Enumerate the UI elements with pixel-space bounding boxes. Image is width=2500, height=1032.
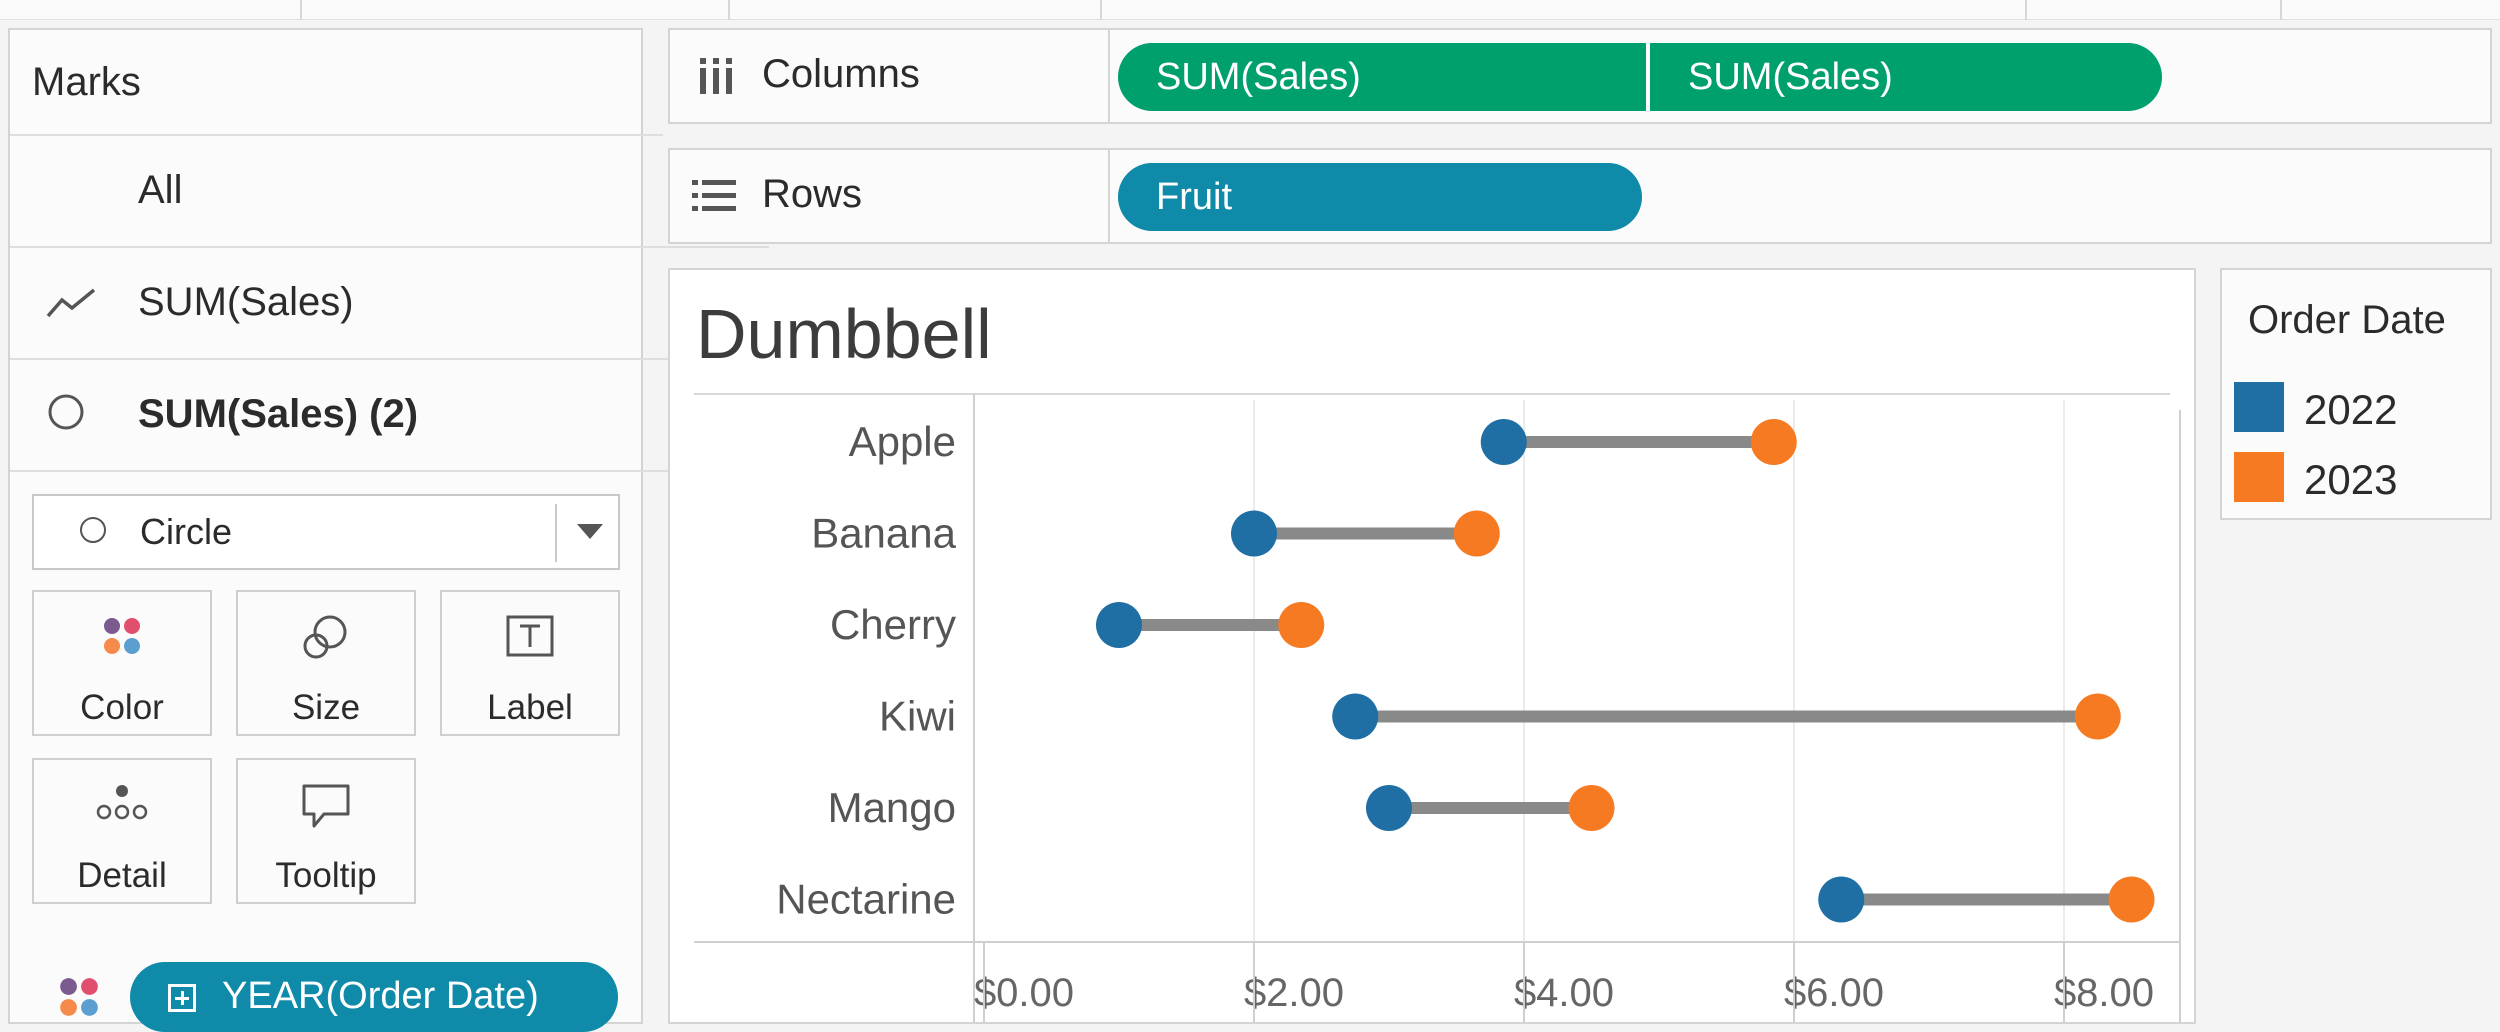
- color-icon: [104, 618, 140, 654]
- row-label-apple: Apple: [849, 418, 956, 465]
- columns-pill-sum-sales-2[interactable]: SUM(Sales): [1650, 43, 2162, 111]
- size-icon: [303, 615, 347, 659]
- x-tick-label: $8.00: [2054, 971, 2154, 1015]
- columns-pill-sum-sales[interactable]: SUM(Sales): [1118, 43, 1646, 111]
- row-label-nectarine: Nectarine: [776, 876, 956, 923]
- legend-label-2023: 2023: [2304, 456, 2398, 503]
- rows-shelf-label: Rows: [670, 150, 1110, 242]
- label-button-label: Label: [487, 688, 573, 727]
- dot-2023: [1568, 785, 1615, 831]
- marks-tab-sum-sales-label: SUM(Sales): [138, 279, 354, 324]
- marks-tab-all-label: All: [138, 167, 183, 212]
- rows-pill-fruit[interactable]: Fruit: [1118, 163, 1642, 231]
- x-tick-label: $2.00: [1244, 971, 1344, 1015]
- dot-2023: [2074, 693, 2121, 740]
- size-button-label: Size: [291, 688, 361, 727]
- legend-item-2023[interactable]: 2023: [2234, 452, 2474, 503]
- columns-shelf[interactable]: Columns SUM(Sales) SUM(Sales): [668, 28, 2492, 124]
- top-toolbar-strip: [0, 0, 2500, 20]
- row-label-kiwi: Kiwi: [879, 693, 956, 740]
- marks-card: Marks All SUM(Sales) SUM(Sales) (2) Circ…: [8, 28, 769, 1032]
- row-label-cherry: Cherry: [830, 601, 956, 648]
- marks-title: Marks: [32, 59, 141, 104]
- dot-2023: [1278, 602, 1325, 648]
- rows-shelf[interactable]: Rows Fruit: [668, 148, 2492, 244]
- row-label-mango: Mango: [828, 784, 956, 831]
- legend-label-2022: 2022: [2304, 386, 2398, 433]
- rows-pill-label: Fruit: [1156, 176, 1232, 218]
- toolbar-divider: [1100, 0, 1102, 20]
- label-icon: [506, 615, 554, 657]
- marks-tab-all[interactable]: All: [10, 134, 769, 248]
- year-order-date-pill[interactable]: YEAR(Order Date): [130, 962, 618, 1032]
- marks-tab-sum-sales[interactable]: SUM(Sales): [10, 246, 769, 360]
- chevron-down-icon[interactable]: [577, 524, 603, 539]
- dropdown-divider: [555, 504, 557, 562]
- dot-2022: [1480, 419, 1527, 465]
- marks-tab-sum-sales-2[interactable]: SUM(Sales) (2): [10, 358, 769, 472]
- columns-pill-label: SUM(Sales): [1688, 56, 1893, 98]
- marks-card-header: Marks: [10, 30, 663, 136]
- rows-label: Rows: [762, 172, 863, 216]
- detail-button-label: Detail: [77, 856, 167, 895]
- legend-swatch-2023: [2234, 452, 2284, 502]
- color-legend: Order Date 2022 2023: [2220, 268, 2492, 520]
- circle-icon: [80, 517, 106, 543]
- year-order-date-label: YEAR(Order Date): [222, 975, 539, 1017]
- tooltip-icon: [302, 784, 350, 828]
- toolbar-divider: [728, 0, 730, 20]
- detail-icon: [96, 785, 148, 820]
- marks-tab-sum-sales-2-label: SUM(Sales) (2): [138, 391, 419, 436]
- chart-panel: Dumbbell $0.00 $2.00 $4.00 $6.00 $8.00 Apple B…: [668, 268, 2196, 1024]
- dot-2023: [2108, 876, 2155, 923]
- mark-type-value: Circle: [140, 511, 233, 552]
- toolbar-divider: [2025, 0, 2027, 20]
- color-encoding-icon: [60, 978, 98, 1016]
- legend-item-2022[interactable]: 2022: [2234, 382, 2474, 433]
- size-button[interactable]: Size: [236, 590, 416, 736]
- label-button[interactable]: Label: [440, 590, 620, 736]
- dot-2022: [1332, 693, 1379, 740]
- rows-icon: [692, 180, 736, 211]
- line-mark-icon: [46, 288, 96, 318]
- columns-shelf-label: Columns: [670, 30, 1110, 122]
- detail-button[interactable]: Detail: [32, 758, 212, 904]
- row-label-banana: Banana: [811, 510, 956, 557]
- dot-2023: [1750, 419, 1797, 465]
- columns-pill-label: SUM(Sales): [1156, 56, 1361, 98]
- dot-2023: [1453, 510, 1500, 557]
- toolbar-divider: [2280, 0, 2282, 20]
- toolbar-divider: [300, 0, 302, 20]
- columns-label: Columns: [762, 52, 920, 96]
- x-tick-label: $4.00: [1514, 971, 1614, 1015]
- color-button[interactable]: Color: [32, 590, 212, 736]
- tooltip-button-label: Tooltip: [275, 856, 377, 895]
- expand-plus-icon[interactable]: [168, 984, 196, 1012]
- dot-2022: [1366, 785, 1412, 831]
- dumbbell-chart[interactable]: $0.00 $2.00 $4.00 $6.00 $8.00 Apple Banana Cher…: [670, 270, 2194, 1022]
- tooltip-button[interactable]: Tooltip: [236, 758, 416, 904]
- chart-title: Dumbbell: [696, 295, 992, 373]
- legend-title: Order Date: [2248, 298, 2446, 342]
- mark-type-dropdown[interactable]: Circle: [32, 494, 620, 570]
- columns-icon: [700, 58, 732, 94]
- dot-2022: [1096, 602, 1142, 648]
- dot-2022: [1818, 876, 1865, 923]
- color-button-label: Color: [80, 688, 164, 727]
- legend-swatch-2022: [2234, 382, 2284, 432]
- x-tick-label: $6.00: [1784, 971, 1884, 1015]
- x-tick-label: $0.00: [974, 971, 1074, 1015]
- circle-mark-icon: [48, 394, 84, 430]
- dot-2022: [1231, 510, 1277, 557]
